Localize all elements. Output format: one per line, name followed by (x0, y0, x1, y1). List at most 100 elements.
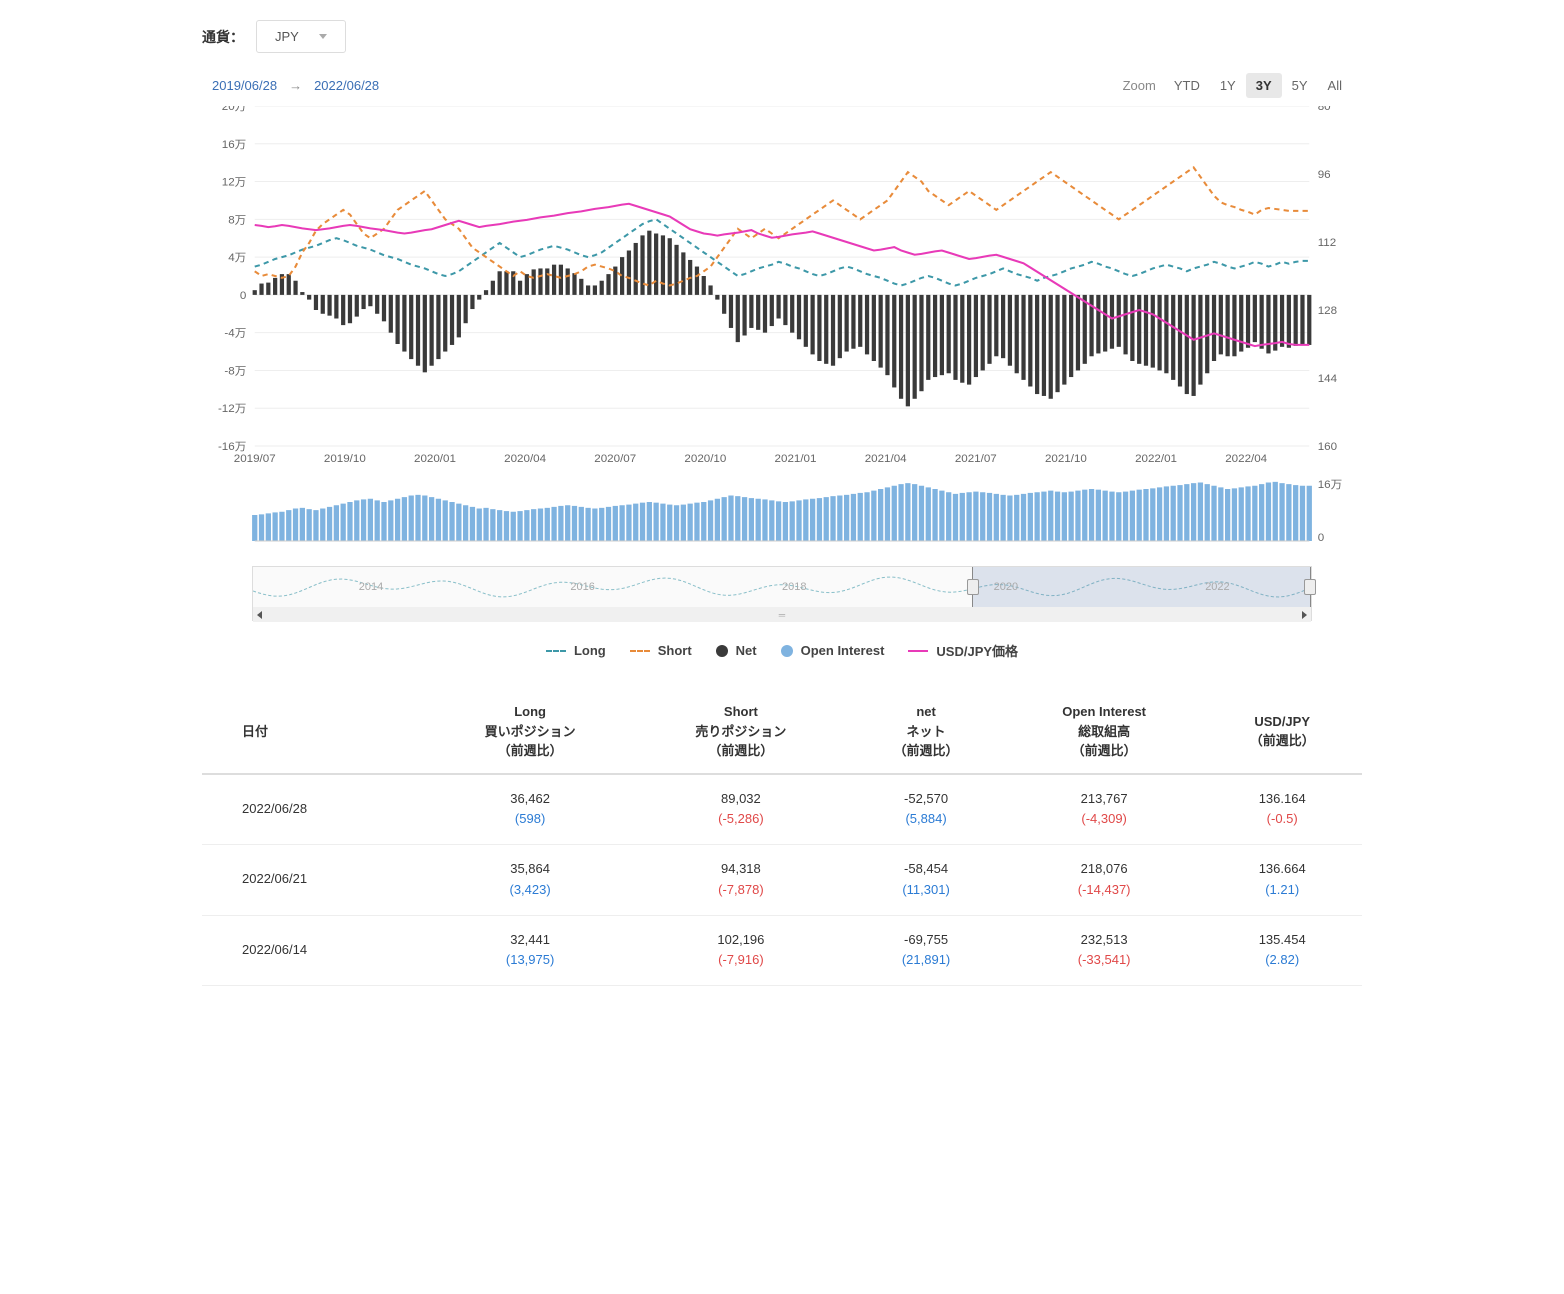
nav-year-label: 2016 (570, 581, 594, 593)
nav-handle-left[interactable] (967, 579, 979, 595)
svg-text:128: 128 (1318, 305, 1337, 317)
cell-date: 2022/06/14 (202, 915, 425, 986)
cell-long: 35,864(3,423) (425, 845, 636, 916)
arrow-right-icon: → (289, 78, 302, 93)
short-dash-icon (630, 650, 650, 652)
chart-header: 2019/06/28 → 2022/06/28 Zoom YTD1Y3Y5YAl… (202, 73, 1362, 98)
svg-text:2019/07: 2019/07 (234, 453, 276, 465)
cell-short: 94,318(-7,878) (636, 845, 847, 916)
svg-text:2019/10: 2019/10 (324, 453, 366, 465)
currency-label: 通貨： (202, 27, 244, 47)
th-oi: Open Interest総取組高（前週比） (1006, 690, 1203, 774)
legend-long[interactable]: Long (546, 643, 606, 658)
cell-short: 89,032(-5,286) (636, 774, 847, 845)
svg-text:-16万: -16万 (218, 441, 246, 453)
oi-dot-icon (781, 645, 793, 657)
cell-oi: 213,767(-4,309) (1006, 774, 1203, 845)
svg-text:2021/10: 2021/10 (1045, 453, 1087, 465)
svg-text:96: 96 (1318, 169, 1331, 181)
svg-text:2021/07: 2021/07 (955, 453, 997, 465)
th-long: Long買いポジション（前週比） (425, 690, 636, 774)
date-range: 2019/06/28 → 2022/06/28 (212, 78, 379, 93)
table-row: 2022/06/28 36,462(598) 89,032(-5,286) -5… (202, 774, 1362, 845)
currency-value: JPY (275, 29, 299, 44)
svg-text:8万: 8万 (228, 215, 246, 227)
svg-text:80: 80 (1318, 106, 1331, 113)
navigator-scrollbar[interactable]: ═ (253, 607, 1311, 622)
nav-year-label: 2014 (359, 581, 383, 593)
date-from[interactable]: 2019/06/28 (212, 78, 277, 93)
zoom-label: Zoom (1123, 78, 1156, 93)
oi-chart[interactable]: 16万 0 (202, 476, 1362, 556)
svg-text:20万: 20万 (222, 106, 247, 113)
svg-text:112: 112 (1318, 237, 1336, 249)
cell-date: 2022/06/28 (202, 774, 425, 845)
table-row: 2022/06/21 35,864(3,423) 94,318(-7,878) … (202, 845, 1362, 916)
nav-handle-right[interactable] (1304, 579, 1316, 595)
cell-price: 136.164(-0.5) (1202, 774, 1362, 845)
svg-text:4万: 4万 (228, 252, 246, 264)
currency-selector-row: 通貨： JPY (202, 20, 1362, 53)
svg-text:-4万: -4万 (224, 328, 246, 340)
zoom-all[interactable]: All (1318, 73, 1352, 98)
table-row: 2022/06/14 32,441(13,975) 102,196(-7,916… (202, 915, 1362, 986)
legend-price[interactable]: USD/JPY価格 (908, 641, 1018, 660)
navigator-selection[interactable] (972, 567, 1311, 607)
svg-text:0: 0 (240, 290, 246, 302)
nav-year-label: 2022 (1205, 581, 1229, 593)
long-dash-icon (546, 650, 566, 652)
th-date: 日付 (202, 690, 425, 774)
cell-price: 136.664(1.21) (1202, 845, 1362, 916)
svg-text:2020/04: 2020/04 (504, 453, 546, 465)
data-table: 日付Long買いポジション（前週比）Short売りポジション（前週比）netネッ… (202, 690, 1362, 986)
th-net: netネット（前週比） (846, 690, 1006, 774)
svg-text:12万: 12万 (222, 177, 247, 189)
svg-text:2020/01: 2020/01 (414, 453, 456, 465)
main-chart[interactable]: 20万 16万 12万 8万 4万 0 -4万 -8万 -12万 -16万 80 96 112 128 14… (202, 106, 1362, 466)
cell-net: -52,570(5,884) (846, 774, 1006, 845)
svg-text:2021/01: 2021/01 (775, 453, 817, 465)
zoom-3y[interactable]: 3Y (1246, 73, 1282, 98)
th-price: USD/JPY（前週比） (1202, 690, 1362, 774)
svg-text:-12万: -12万 (218, 403, 246, 415)
svg-text:160: 160 (1318, 441, 1337, 453)
zoom-buttons: YTD1Y3Y5YAll (1164, 73, 1352, 98)
cell-long: 36,462(598) (425, 774, 636, 845)
zoom-controls: Zoom YTD1Y3Y5YAll (1123, 73, 1352, 98)
svg-text:2021/04: 2021/04 (865, 453, 907, 465)
legend: Long Short Net Open Interest USD/JPY価格 (202, 641, 1362, 660)
cell-short: 102,196(-7,916) (636, 915, 847, 986)
cell-date: 2022/06/21 (202, 845, 425, 916)
price-line-icon (908, 650, 928, 652)
zoom-5y[interactable]: 5Y (1282, 73, 1318, 98)
net-dot-icon (716, 645, 728, 657)
cell-oi: 218,076(-14,437) (1006, 845, 1203, 916)
cell-oi: 232,513(-33,541) (1006, 915, 1203, 986)
chevron-down-icon (319, 34, 327, 39)
svg-text:2020/10: 2020/10 (684, 453, 726, 465)
cell-net: -69,755(21,891) (846, 915, 1006, 986)
cell-long: 32,441(13,975) (425, 915, 636, 986)
svg-text:0: 0 (1318, 532, 1324, 544)
date-to[interactable]: 2022/06/28 (314, 78, 379, 93)
cell-price: 135.454(2.82) (1202, 915, 1362, 986)
svg-text:2022/04: 2022/04 (1225, 453, 1267, 465)
legend-net[interactable]: Net (716, 643, 757, 658)
zoom-ytd[interactable]: YTD (1164, 73, 1210, 98)
zoom-1y[interactable]: 1Y (1210, 73, 1246, 98)
scroll-right-icon[interactable] (1302, 611, 1307, 619)
legend-short[interactable]: Short (630, 643, 692, 658)
th-short: Short売りポジション（前週比） (636, 690, 847, 774)
svg-text:2020/07: 2020/07 (594, 453, 636, 465)
svg-text:16万: 16万 (1318, 479, 1343, 491)
nav-year-label: 2020 (994, 581, 1018, 593)
cell-net: -58,454(11,301) (846, 845, 1006, 916)
currency-select[interactable]: JPY (256, 20, 346, 53)
svg-text:-8万: -8万 (224, 366, 246, 378)
svg-text:2022/01: 2022/01 (1135, 453, 1177, 465)
svg-text:16万: 16万 (222, 139, 247, 151)
svg-text:144: 144 (1318, 373, 1337, 385)
legend-oi[interactable]: Open Interest (781, 643, 885, 658)
nav-year-label: 2018 (782, 581, 806, 593)
navigator[interactable]: 2014 2016 2018 2020 2022 ═ (252, 566, 1312, 621)
